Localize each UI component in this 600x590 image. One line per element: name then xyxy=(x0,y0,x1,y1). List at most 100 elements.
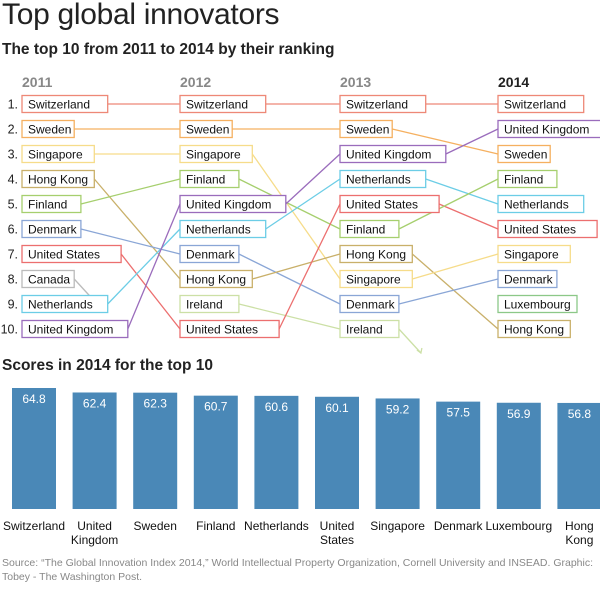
rank-label: 2. xyxy=(8,123,18,137)
bump-box-united-states-2014 xyxy=(497,219,598,239)
bump-box-label-sweden-2012: Sweden xyxy=(186,122,229,136)
bar-luxembourg xyxy=(496,402,541,509)
bump-box-label-united-states-2012: United States xyxy=(186,322,258,336)
bump-line-hong-kong-2012 xyxy=(252,253,341,280)
bump-boxes xyxy=(21,94,600,339)
year-label-2012: 2012 xyxy=(180,74,211,90)
bar-value-label-sweden: 62.3 xyxy=(144,397,168,411)
bump-box-denmark-2013 xyxy=(339,294,400,314)
bump-box-label-netherlands-2014: Netherlands xyxy=(504,197,569,211)
bump-box-label-finland-2014: Finland xyxy=(504,172,543,186)
bump-box-label-switzerland-2014: Switzerland xyxy=(504,97,566,111)
bump-line-finland-2012 xyxy=(238,178,341,230)
bar-united-states xyxy=(315,396,359,509)
bump-box-label-switzerland-2012: Switzerland xyxy=(186,97,248,111)
bump-exit-arrow-ireland-2013 xyxy=(416,347,423,355)
bump-box-label-netherlands-2012: Netherlands xyxy=(186,222,251,236)
bump-box-united-kingdom-2011 xyxy=(21,319,129,339)
bar-category-label-hong-kong: Hong xyxy=(565,519,594,533)
bump-box-hong-kong-2014 xyxy=(497,319,571,339)
bump-line-netherlands-2012 xyxy=(265,178,341,230)
bar-value-label-finland: 60.7 xyxy=(204,400,228,414)
bump-box-hong-kong-2012 xyxy=(179,269,253,289)
bump-box-label-sweden-2014: Sweden xyxy=(504,147,547,161)
bar-value-label-united-states: 60.1 xyxy=(325,401,349,415)
bump-line-united-states-2011 xyxy=(120,253,181,330)
bump-box-label-sweden-2011: Sweden xyxy=(28,122,71,136)
bump-box-label-finland-2011: Finland xyxy=(28,197,67,211)
bump-box-label-denmark-2012: Denmark xyxy=(186,247,236,261)
bump-box-label-netherlands-2011: Netherlands xyxy=(28,297,93,311)
chart-subtitle: The top 10 from 2011 to 2014 by their ra… xyxy=(2,41,335,58)
bump-box-finland-2012 xyxy=(179,169,240,189)
bump-box-finland-2013 xyxy=(339,219,400,239)
bar-hong-kong xyxy=(557,402,600,509)
bump-box-switzerland-2011 xyxy=(21,94,109,114)
rank-label: 1. xyxy=(8,98,18,112)
bar-netherlands xyxy=(254,395,299,509)
bar-category-label-hong-kong: Kong xyxy=(565,533,593,547)
bump-box-label-singapore-2012: Singapore xyxy=(186,147,241,161)
bump-box-canada-2011 xyxy=(21,269,75,289)
bump-box-label-singapore-2011: Singapore xyxy=(28,147,83,161)
bump-line-finland-2011 xyxy=(80,178,181,205)
bump-line-hong-kong-2011 xyxy=(93,178,181,280)
rank-label: 4. xyxy=(8,173,18,187)
bar-category-label-united-states: United xyxy=(320,519,355,533)
bump-box-hong-kong-2011 xyxy=(21,169,95,189)
bump-line-singapore-2012 xyxy=(251,153,341,280)
bump-line-united-states-2013 xyxy=(438,203,499,230)
bump-box-label-sweden-2013: Sweden xyxy=(346,122,389,136)
bump-box-denmark-2014 xyxy=(497,269,558,289)
bump-box-label-switzerland-2013: Switzerland xyxy=(346,97,408,111)
bump-box-united-kingdom-2012 xyxy=(179,194,287,214)
bump-box-luxembourg-2014 xyxy=(497,294,578,314)
bump-line-united-kingdom-2012 xyxy=(285,153,341,205)
bar-category-label-finland: Finland xyxy=(196,519,235,533)
bump-box-singapore-2013 xyxy=(339,269,413,289)
bump-box-label-singapore-2014: Singapore xyxy=(504,247,559,261)
bump-box-denmark-2012 xyxy=(179,244,240,264)
bar-united-kingdom xyxy=(72,392,117,509)
bump-box-finland-2011 xyxy=(21,194,82,214)
bump-box-sweden-2014 xyxy=(497,144,551,164)
rank-label: 5. xyxy=(8,198,18,212)
bar-category-label-united-states: States xyxy=(320,533,354,547)
bump-line-denmark-2013 xyxy=(398,278,499,305)
bump-line-finland-2013 xyxy=(398,178,499,230)
bump-line-united-kingdom-2011 xyxy=(127,203,181,330)
bump-line-sweden-2013 xyxy=(392,128,499,155)
bump-box-label-united-kingdom-2013: United Kingdom xyxy=(346,147,431,161)
bar-category-label-singapore: Singapore xyxy=(370,519,425,533)
bar-value-label-luxembourg: 56.9 xyxy=(507,407,531,421)
bump-box-netherlands-2013 xyxy=(339,169,427,189)
bump-line-denmark-2011 xyxy=(80,228,181,255)
year-label-2011: 2011 xyxy=(22,74,53,90)
rank-label: 3. xyxy=(8,148,18,162)
bump-box-ireland-2012 xyxy=(179,294,240,314)
bump-box-label-united-states-2014: United States xyxy=(504,222,576,236)
bump-box-label-ireland-2012: Ireland xyxy=(186,297,223,311)
bump-box-label-finland-2013: Finland xyxy=(346,222,385,236)
bump-box-united-kingdom-2013 xyxy=(339,144,447,164)
chart-title: Top global innovators xyxy=(2,0,280,31)
bump-box-label-luxembourg-2014: Luxembourg xyxy=(504,297,571,311)
bump-box-sweden-2013 xyxy=(339,119,393,139)
bump-box-singapore-2012 xyxy=(179,144,253,164)
bump-box-united-states-2011 xyxy=(21,244,122,264)
bar-value-label-hong-kong: 56.8 xyxy=(568,407,592,421)
bump-box-label-denmark-2013: Denmark xyxy=(346,297,396,311)
bar-value-label-singapore: 59.2 xyxy=(386,402,410,416)
bump-box-netherlands-2011 xyxy=(21,294,109,314)
bar-value-label-united-kingdom: 62.4 xyxy=(83,396,107,410)
year-label-2013: 2013 xyxy=(340,74,371,90)
bar-chart-title: Scores in 2014 for the top 10 xyxy=(2,357,214,374)
bar-chart: 64.8Switzerland62.4UnitedKingdom62.3Swed… xyxy=(3,388,600,547)
bump-box-label-singapore-2013: Singapore xyxy=(346,272,401,286)
bump-box-united-states-2013 xyxy=(339,194,440,214)
bump-box-netherlands-2012 xyxy=(179,219,267,239)
rank-label: 9. xyxy=(8,298,18,312)
bump-line-ireland-2012 xyxy=(238,303,341,330)
bump-box-label-denmark-2011: Denmark xyxy=(28,222,78,236)
